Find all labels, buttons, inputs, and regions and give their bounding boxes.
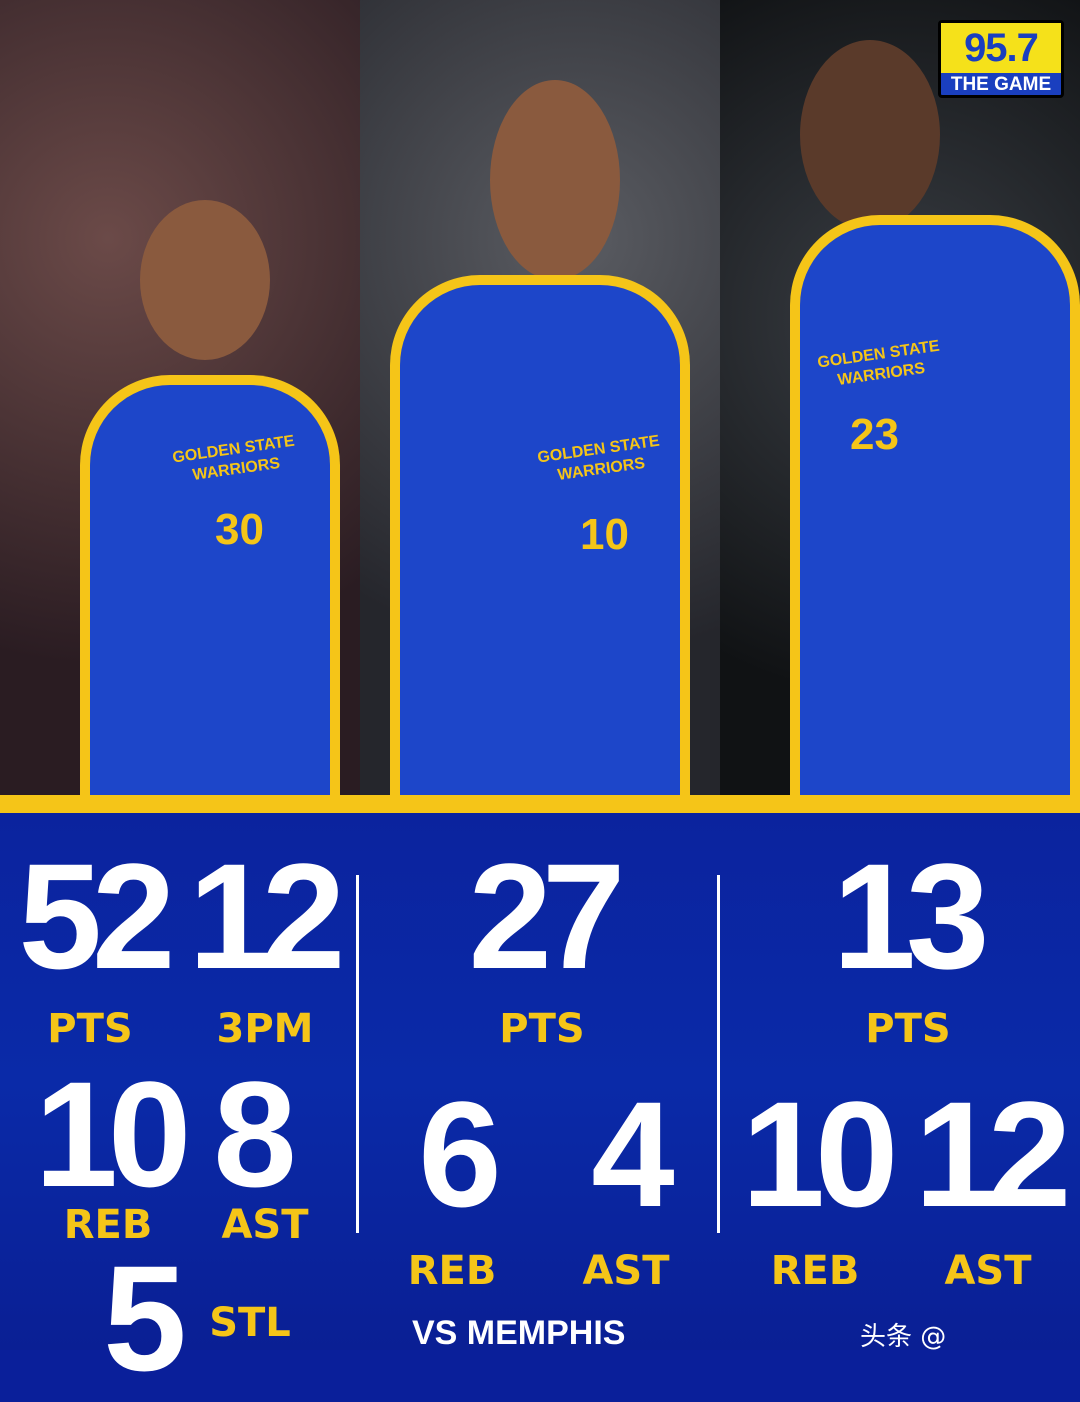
stat-value: 8 bbox=[213, 1050, 296, 1218]
gold-divider-bar bbox=[0, 795, 1080, 813]
jersey bbox=[80, 375, 340, 795]
jersey bbox=[390, 275, 690, 795]
stat-value: 27 bbox=[468, 832, 626, 1000]
stat-value: 10 bbox=[34, 1050, 192, 1218]
stat-value: 5 bbox=[103, 1234, 186, 1402]
stat-value: 13 bbox=[832, 832, 990, 1000]
stat-label: AST bbox=[944, 1248, 1032, 1294]
column-divider bbox=[356, 875, 359, 1233]
player-photos: GOLDEN STATE WARRIORS 30 GOLDEN STATE WA… bbox=[0, 0, 1080, 795]
player-photo-1: GOLDEN STATE WARRIORS 30 bbox=[0, 0, 360, 795]
stat-label: REB bbox=[770, 1248, 860, 1294]
player-head bbox=[490, 80, 620, 280]
stat-label: PTS bbox=[47, 1006, 133, 1052]
watermark: 头条 @ bbox=[860, 1322, 947, 1352]
stat-label: 3PM bbox=[216, 1006, 314, 1052]
stats-panel: 52 PTS 12 3PM 10 REB 8 AST 5 STL 27 PTS … bbox=[0, 813, 1080, 1393]
player-photo-3: GOLDEN STATE WARRIORS 23 bbox=[720, 0, 1080, 795]
stat-value: 12 bbox=[914, 1070, 1072, 1238]
stat-value: 10 bbox=[741, 1070, 899, 1238]
jersey-number: 30 bbox=[215, 505, 264, 554]
stat-value: 6 bbox=[418, 1070, 501, 1238]
jersey-number: 23 bbox=[850, 410, 899, 459]
player-head bbox=[800, 40, 940, 230]
opponent-label: VS MEMPHIS bbox=[412, 1314, 626, 1352]
jersey bbox=[790, 215, 1080, 795]
column-divider bbox=[717, 875, 720, 1233]
logo-name: THE GAME bbox=[950, 74, 1052, 95]
stat-label: PTS bbox=[865, 1006, 951, 1052]
player-photo-2: GOLDEN STATE WARRIORS 10 bbox=[360, 0, 720, 795]
stat-value: 4 bbox=[591, 1070, 674, 1238]
stat-label: AST bbox=[582, 1248, 670, 1294]
logo-frequency: 95.7 bbox=[941, 23, 1061, 73]
stat-value: 12 bbox=[188, 832, 346, 1000]
stat-label: REB bbox=[407, 1248, 497, 1294]
stat-label: PTS bbox=[499, 1006, 585, 1052]
stat-label: REB bbox=[63, 1202, 153, 1248]
jersey-number: 10 bbox=[580, 510, 629, 559]
station-logo: 95.7 THE GAME bbox=[938, 20, 1064, 98]
stat-label: STL bbox=[209, 1300, 291, 1346]
stat-label: AST bbox=[221, 1202, 309, 1248]
stat-value: 52 bbox=[18, 832, 176, 1000]
player-head bbox=[140, 200, 270, 360]
